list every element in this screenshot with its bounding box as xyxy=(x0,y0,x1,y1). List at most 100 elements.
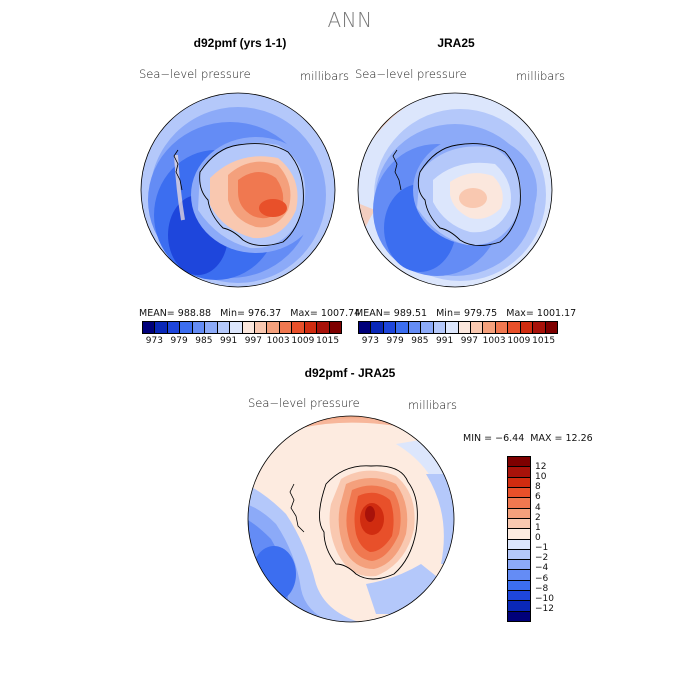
colorbar-tick-label: 997 xyxy=(244,336,262,346)
colorbar-swatch xyxy=(317,322,330,333)
colorbar-swatch xyxy=(167,322,181,333)
panel-2-min-label: Min= xyxy=(436,308,461,319)
panel-2-stats: MEAN= 989.51 Min= 979.75 Max= 1001.17 xyxy=(355,308,576,319)
colorbar-swatch xyxy=(458,322,471,333)
colorbar-tick-label: 979 xyxy=(386,336,404,346)
colorbar-tick-label: 8 xyxy=(535,482,541,493)
colorbar-swatch xyxy=(359,322,372,333)
colorbar-tick-label: 1015 xyxy=(532,336,556,346)
colorbar-tick-label: 10 xyxy=(535,472,547,483)
colorbar-tick-label: −12 xyxy=(535,603,554,614)
colorbar-tick-label: 2 xyxy=(535,512,541,523)
colorbar-swatch xyxy=(267,322,280,333)
colorbar-tick-label: 973 xyxy=(361,336,379,346)
panel-1-colorbar xyxy=(142,321,342,334)
colorbar-swatch xyxy=(508,518,530,530)
colorbar-swatch xyxy=(470,322,484,333)
colorbar-tick-label: 1 xyxy=(535,522,541,533)
panel-1-min-value: 976.37 xyxy=(247,308,282,319)
panel-1-map xyxy=(140,92,336,288)
colorbar-tick-label: 985 xyxy=(411,336,429,346)
panel-2-units-label: millibars xyxy=(516,69,566,83)
panel-1-mean-value: 988.88 xyxy=(177,308,212,319)
colorbar-swatch xyxy=(292,322,305,333)
colorbar-swatch xyxy=(508,560,530,571)
colorbar-swatch xyxy=(508,508,530,519)
colorbar-swatch xyxy=(520,322,534,333)
colorbar-swatch xyxy=(192,322,206,333)
colorbar-tick-label: −4 xyxy=(535,563,549,574)
diff-map xyxy=(247,415,455,623)
colorbar-tick-label: 1003 xyxy=(482,336,506,346)
colorbar-swatch xyxy=(483,322,496,333)
colorbar-swatch xyxy=(508,601,530,612)
panel-1-stats: MEAN= 988.88 Min= 976.37 Max= 1007.74 xyxy=(139,308,360,319)
diff-max-value: 12.26 xyxy=(565,433,593,444)
colorbar-tick-label: 991 xyxy=(220,336,238,346)
colorbar-tick-label: 6 xyxy=(535,492,541,503)
colorbar-swatch xyxy=(205,322,218,333)
diff-max-label: MAX = xyxy=(530,433,563,444)
colorbar-swatch xyxy=(508,322,521,333)
figure-title: ANN xyxy=(327,8,373,32)
colorbar-swatch xyxy=(279,322,293,333)
diff-variable-label: Sea−level pressure xyxy=(248,396,360,410)
colorbar-swatch xyxy=(508,487,530,499)
colorbar-tick-label: −2 xyxy=(535,553,549,564)
colorbar-tick-label: 1009 xyxy=(507,336,531,346)
colorbar-tick-label: 997 xyxy=(460,336,478,346)
panel-2-min-value: 979.75 xyxy=(463,308,498,319)
panel-1-max-value: 1007.74 xyxy=(320,308,361,319)
colorbar-swatch xyxy=(408,322,422,333)
colorbar-tick-label: 1003 xyxy=(266,336,290,346)
colorbar-swatch xyxy=(230,322,243,333)
colorbar-swatch xyxy=(396,322,409,333)
colorbar-tick-label: −6 xyxy=(535,573,549,584)
colorbar-swatch xyxy=(446,322,459,333)
colorbar-tick-label: 1009 xyxy=(291,336,315,346)
colorbar-swatch xyxy=(180,322,193,333)
colorbar-swatch xyxy=(533,322,546,333)
colorbar-swatch xyxy=(217,322,231,333)
colorbar-swatch xyxy=(371,322,384,333)
panel-1-colorbar-ticks: 973 979 985 991 997 1003 1009 1015 xyxy=(142,336,340,346)
colorbar-swatch xyxy=(508,580,530,592)
colorbar-swatch xyxy=(155,322,168,333)
panel-2-max-label: Max= xyxy=(506,308,534,319)
colorbar-swatch xyxy=(508,467,530,478)
colorbar-swatch xyxy=(254,322,268,333)
colorbar-swatch xyxy=(508,529,530,540)
panel-2-max-value: 1001.17 xyxy=(536,308,577,319)
diff-units-label: millibars xyxy=(408,398,458,412)
colorbar-swatch xyxy=(508,591,530,602)
colorbar-swatch xyxy=(383,322,397,333)
colorbar-swatch xyxy=(433,322,447,333)
panel-2-mean-label: MEAN= xyxy=(355,308,391,319)
colorbar-swatch xyxy=(508,570,530,581)
colorbar-swatch xyxy=(508,498,530,509)
panel-2-colorbar xyxy=(358,321,558,334)
colorbar-tick-label: 973 xyxy=(145,336,163,346)
diff-title: d92pmf - JRA25 xyxy=(304,366,396,380)
colorbar-tick-label: −8 xyxy=(535,583,549,594)
colorbar-swatch xyxy=(304,322,318,333)
diff-colorbar-ticks: 12 10 8 6 4 2 1 0 −1 −2 −4 −6 −8 −10 −12 xyxy=(535,462,554,614)
colorbar-swatch xyxy=(508,457,530,468)
colorbar-swatch xyxy=(242,322,255,333)
colorbar-swatch xyxy=(508,477,530,488)
panel-2-colorbar-ticks: 973 979 985 991 997 1003 1009 1015 xyxy=(358,336,556,346)
colorbar-tick-label: 0 xyxy=(535,532,541,543)
panel-1-variable-label: Sea−level pressure xyxy=(139,67,251,81)
diff-stats: MIN = −6.44 MAX = 12.26 xyxy=(463,433,593,444)
colorbar-swatch xyxy=(545,322,557,333)
panel-2-map xyxy=(357,92,553,288)
colorbar-tick-label: 1015 xyxy=(316,336,340,346)
colorbar-swatch xyxy=(508,611,530,621)
panel-2-title: JRA25 xyxy=(437,36,475,50)
colorbar-tick-label: 979 xyxy=(170,336,188,346)
colorbar-tick-label: −10 xyxy=(535,593,554,604)
colorbar-tick-label: 991 xyxy=(436,336,454,346)
panel-2-mean-value: 989.51 xyxy=(393,308,428,319)
diff-min-label: MIN = xyxy=(463,433,493,444)
panel-1-max-label: Max= xyxy=(290,308,318,319)
